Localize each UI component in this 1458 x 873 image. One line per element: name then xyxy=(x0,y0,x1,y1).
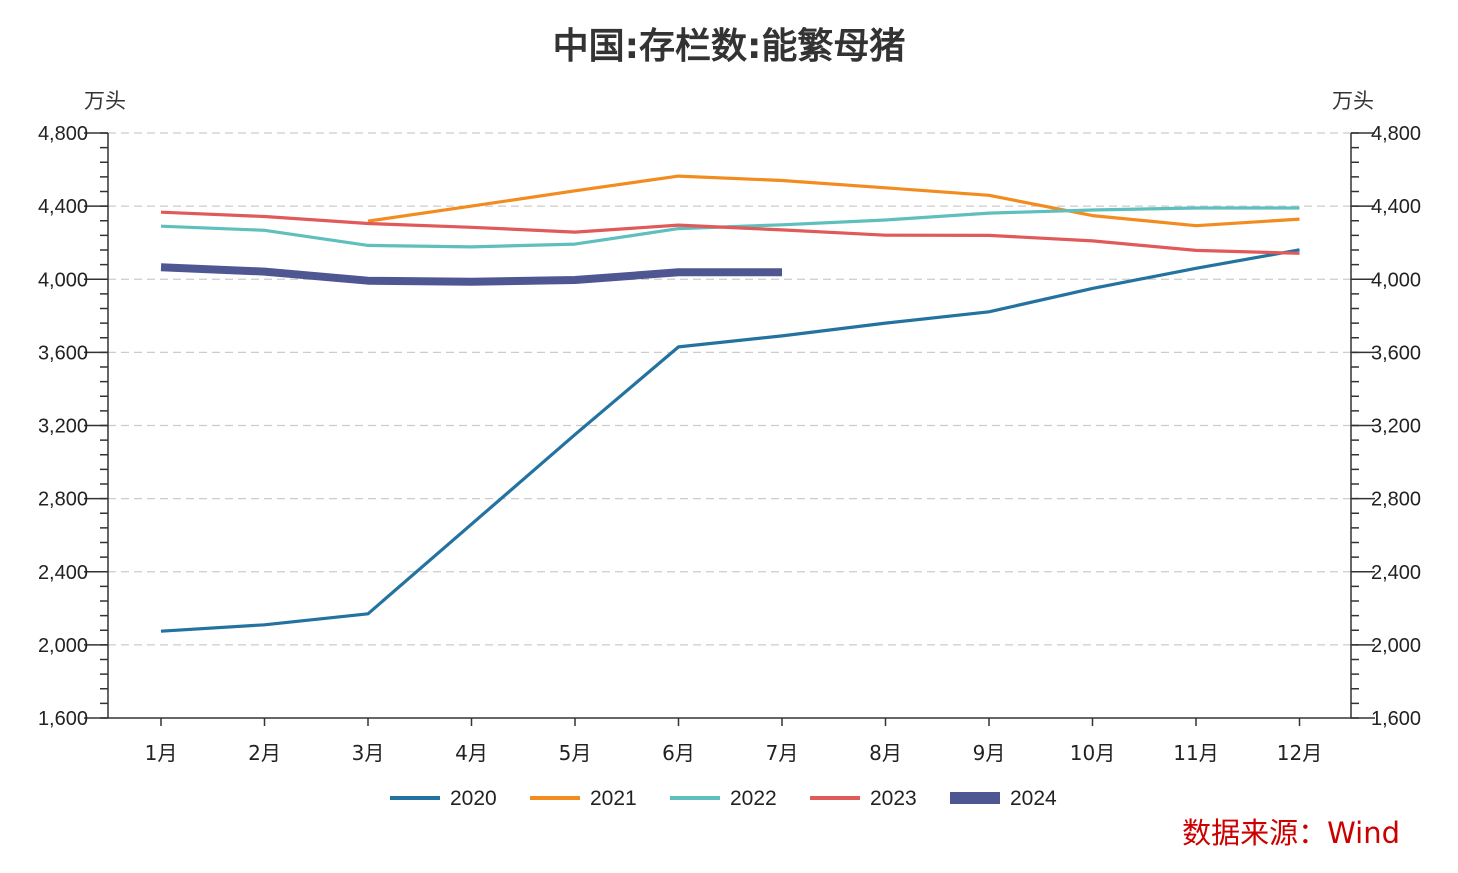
right-tick-label: 1,600 xyxy=(1371,708,1421,730)
left-tick-label: 4,000 xyxy=(38,269,88,291)
x-tick-label: 12月 xyxy=(1277,741,1322,765)
x-tick-label: 11月 xyxy=(1173,741,1218,765)
legend-label-2022: 2022 xyxy=(730,787,777,810)
data-source: 数据来源：Wind xyxy=(1182,816,1400,850)
x-tick-label: 10月 xyxy=(1070,741,1115,765)
legend: 2020 2021 2022 2023 2024 xyxy=(390,787,1057,810)
axes: 1,600 1,600 2,000 2,000 2,400 2,400 2,800 2,800… xyxy=(38,123,1421,765)
x-tick-label: 1月 xyxy=(145,741,178,765)
series-line-2021 xyxy=(367,174,1300,228)
right-tick-label: 2,800 xyxy=(1371,489,1421,511)
right-tick-label: 4,000 xyxy=(1371,269,1421,291)
right-tick-label: 2,400 xyxy=(1371,562,1421,584)
left-tick-label: 3,600 xyxy=(38,342,88,364)
left-tick-label: 2,000 xyxy=(38,635,88,657)
series-lines xyxy=(160,174,1300,633)
left-tick-label: 2,400 xyxy=(38,562,88,584)
left-tick-label: 1,600 xyxy=(38,708,88,730)
left-tick-label: 4,400 xyxy=(38,196,88,218)
legend-label-2020: 2020 xyxy=(450,787,497,810)
x-tick-label: 9月 xyxy=(973,741,1006,765)
right-tick-label: 3,200 xyxy=(1371,416,1421,438)
legend-label-2024: 2024 xyxy=(1010,787,1057,810)
left-tick-label: 3,200 xyxy=(38,416,88,438)
x-tick-label: 6月 xyxy=(662,741,695,765)
x-tick-label: 5月 xyxy=(559,741,592,765)
series-line-2023 xyxy=(160,210,1300,255)
legend-label-2021: 2021 xyxy=(590,787,637,810)
right-axis-unit: 万头 xyxy=(1332,89,1374,113)
left-axis-unit: 万头 xyxy=(84,89,126,113)
right-tick-label: 4,800 xyxy=(1371,123,1421,145)
right-tick-label: 2,000 xyxy=(1371,635,1421,657)
x-tick-label: 8月 xyxy=(869,741,902,765)
legend-label-2023: 2023 xyxy=(870,787,917,810)
x-tick-label: 3月 xyxy=(352,741,385,765)
left-tick-label: 4,800 xyxy=(38,123,88,145)
x-tick-label: 2月 xyxy=(248,741,281,765)
x-tick-label: 7月 xyxy=(766,741,799,765)
chart-title: 中国:存栏数:能繁母猪 xyxy=(553,26,906,67)
left-tick-label: 2,800 xyxy=(38,489,88,511)
series-line-2024 xyxy=(160,263,782,286)
right-tick-label: 4,400 xyxy=(1371,196,1421,218)
series-line-2020 xyxy=(160,248,1300,633)
x-tick-label: 4月 xyxy=(455,741,488,765)
right-tick-label: 3,600 xyxy=(1371,342,1421,364)
